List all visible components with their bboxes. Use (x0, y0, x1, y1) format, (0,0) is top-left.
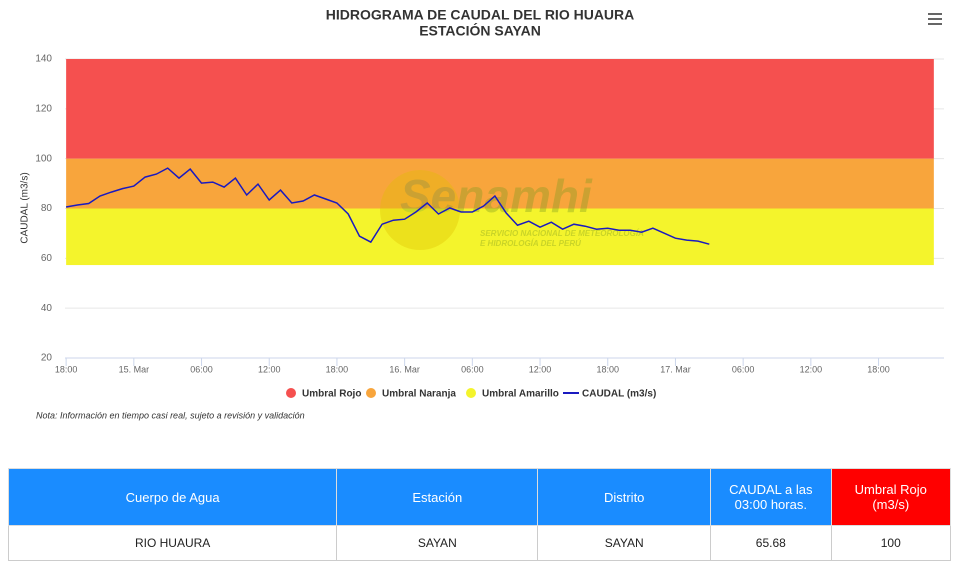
chart: HIDROGRAMA DE CAUDAL DEL RIO HUAURA ESTA… (20, 7, 944, 420)
x-tick-label: 06:00 (732, 364, 755, 374)
x-tick-label: 18:00 (326, 364, 349, 374)
x-tick-label: 12:00 (529, 364, 552, 374)
y-tick-label: 120 (35, 103, 52, 114)
table-cell: SAYAN (336, 525, 539, 561)
legend-label: Umbral Rojo (302, 389, 361, 400)
legend-label: Umbral Amarillo (482, 389, 559, 400)
legend-item: Umbral Amarillo (466, 388, 559, 400)
watermark-logo (380, 170, 460, 250)
table-cell: 100 (830, 525, 952, 561)
table-cell: 65.68 (710, 525, 832, 561)
y-tick-label: 80 (41, 203, 53, 214)
threshold-band (66, 158, 934, 209)
x-tick-label: 18:00 (55, 364, 78, 374)
table-header-cell: Cuerpo de Agua (7, 468, 338, 526)
legend-label: Umbral Naranja (382, 389, 456, 400)
y-tick-label: 140 (35, 54, 52, 65)
x-tick-label: 06:00 (190, 364, 213, 374)
chart-subtitle: ESTACIÓN SAYAN (419, 22, 541, 39)
x-tick-label: 12:00 (258, 364, 281, 374)
table-header-cell: Estación (336, 468, 539, 526)
chart-title: HIDROGRAMA DE CAUDAL DEL RIO HUAURA (326, 7, 635, 23)
table-header-cell: CAUDAL a las 03:00 horas. (710, 468, 832, 526)
x-tick-label: 06:00 (461, 364, 484, 374)
x-tick-label: 18:00 (596, 364, 619, 374)
y-tick-label: 100 (35, 153, 52, 164)
x-tick-label: 18:00 (867, 364, 890, 374)
x-tick-label: 17. Mar (660, 364, 691, 374)
watermark: Senamhi SERVICIO NACIONAL DE METEOROLOGÍA… (380, 170, 644, 250)
table-header: Cuerpo de Agua Estación Distrito CAUDAL a l… (7, 468, 952, 526)
menu-button[interactable] (928, 13, 942, 25)
table-header-cell: Umbral Rojo (m3/s) (830, 468, 952, 526)
legend-symbol (286, 388, 296, 398)
x-tick-label: 16. Mar (389, 364, 420, 374)
y-tick-label: 60 (41, 253, 53, 264)
watermark-title: Senamhi (400, 170, 593, 222)
legend-item: Umbral Naranja (366, 388, 456, 400)
table-cell: SAYAN (537, 525, 712, 561)
x-tick-label: 15. Mar (119, 364, 150, 374)
x-tick-label: 12:00 (800, 364, 823, 374)
data-table: Cuerpo de Agua Estación Distrito CAUDAL a l… (7, 468, 952, 561)
watermark-text: E HIDROLOGÍA DEL PERÚ (480, 239, 581, 248)
data-line (65, 167, 710, 245)
menu-icon[interactable] (928, 13, 942, 15)
legend-symbol (366, 388, 376, 398)
table-header-cell: Distrito (537, 468, 712, 526)
threshold-band (66, 208, 934, 266)
y-axis-label: CAUDAL (m3/s) (20, 172, 31, 243)
watermark-text: SERVICIO NACIONAL DE METEOROLOGÍA (480, 229, 644, 238)
legend-item: Umbral Rojo (286, 388, 361, 400)
y-tick-label: 20 (41, 353, 53, 364)
table-cell: RIO HUAURA (7, 525, 338, 561)
threshold-band (66, 59, 934, 159)
menu-icon[interactable] (928, 23, 942, 25)
note: Nota: Información en tiempo casi real, s… (36, 410, 305, 420)
legend-label: CAUDAL (m3/s) (582, 389, 656, 400)
menu-icon[interactable] (928, 18, 942, 20)
legend-item: CAUDAL (m3/s) (563, 389, 656, 400)
y-tick-label: 40 (41, 303, 53, 314)
table-row: RIO HUAURA SAYAN SAYAN 65.68 100 (7, 525, 952, 561)
legend-symbol (466, 388, 476, 398)
